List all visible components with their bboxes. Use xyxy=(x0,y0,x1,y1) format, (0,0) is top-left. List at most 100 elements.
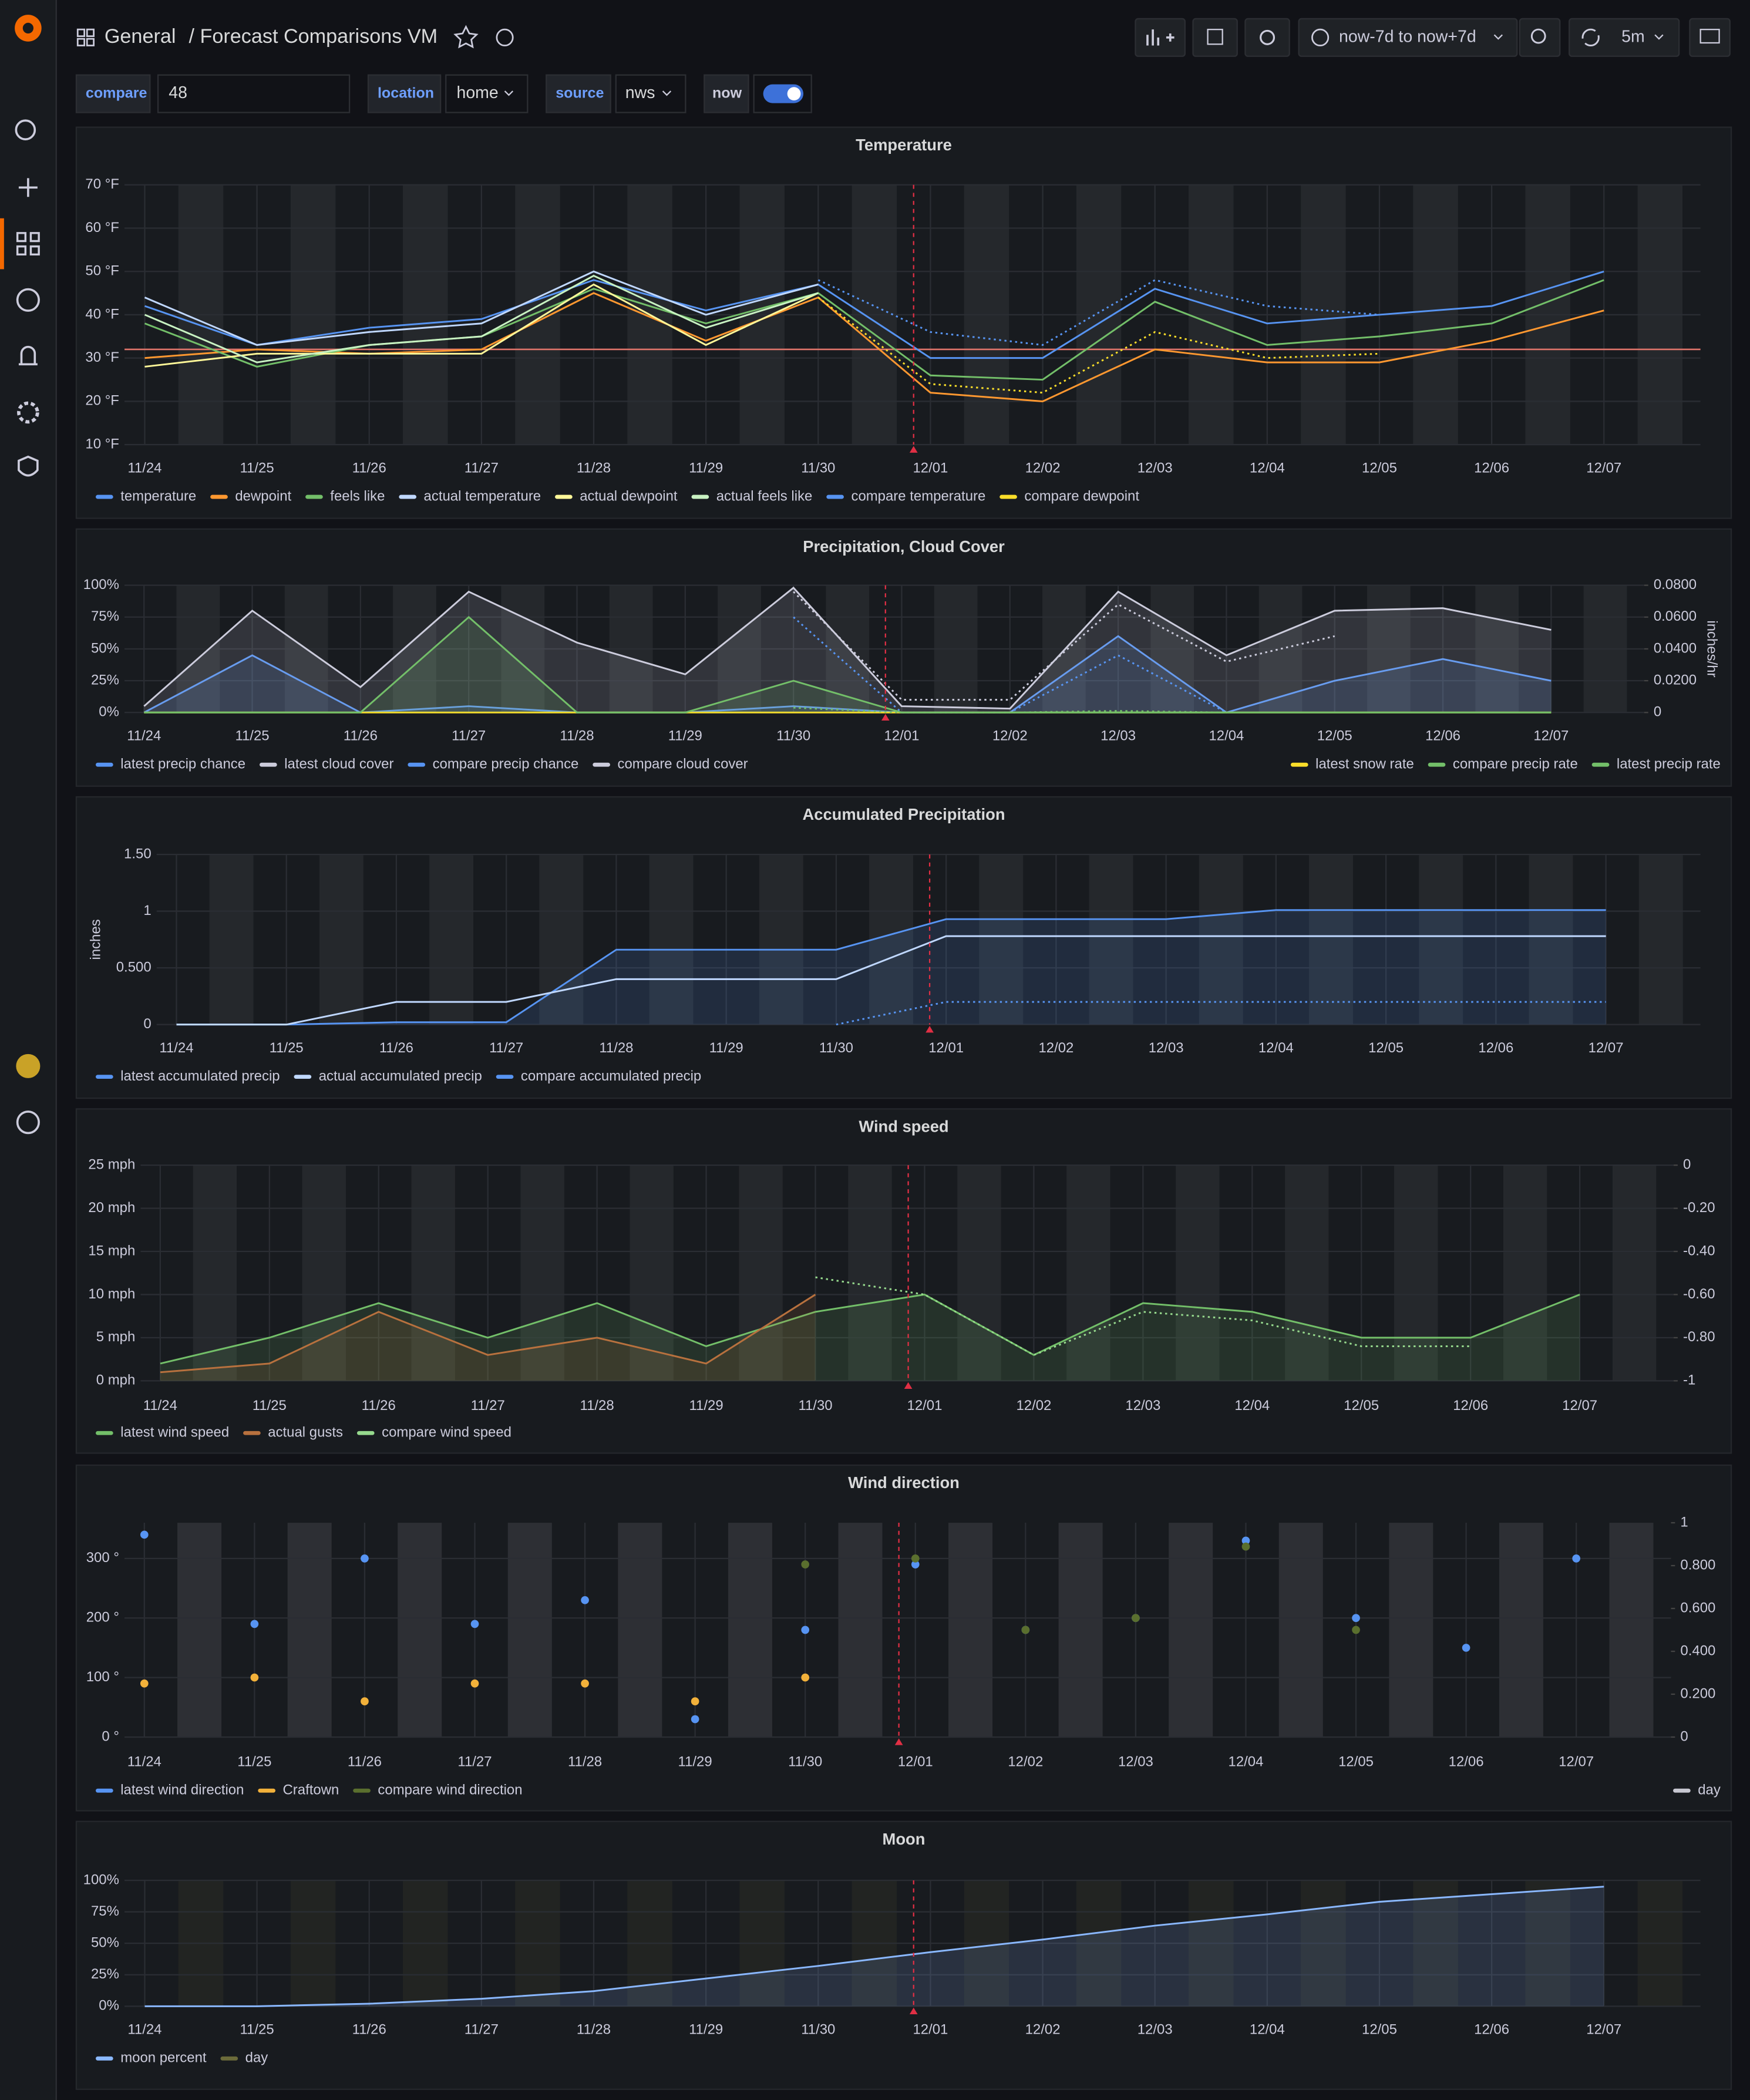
refresh-picker[interactable] xyxy=(1569,18,1680,57)
legend-label: compare temperature xyxy=(851,488,985,504)
y-tick-label: 10 mph xyxy=(88,1286,135,1302)
x-tick-label: 11/26 xyxy=(348,1754,382,1770)
x-tick-label: 11/30 xyxy=(788,1754,822,1770)
series-area xyxy=(144,1886,1604,2007)
y-tick-label: 30 °F xyxy=(85,349,119,365)
y2-tick-label: -0.60 xyxy=(1683,1286,1715,1302)
legend-label: latest snow rate xyxy=(1315,756,1414,772)
point xyxy=(581,1679,589,1688)
save-button[interactable] xyxy=(1192,18,1238,57)
point xyxy=(1241,1542,1250,1551)
now-marker-arrow xyxy=(926,1025,934,1033)
x-tick-label: 11/27 xyxy=(465,460,499,476)
x-tick-label: 12/03 xyxy=(1118,1754,1153,1770)
dashboard-title: / Forecast Comparisons VM xyxy=(189,25,438,48)
help-icon[interactable] xyxy=(16,1110,40,1135)
explore-icon[interactable] xyxy=(16,288,40,312)
x-tick-label: 11/25 xyxy=(237,1754,271,1770)
day-band xyxy=(1499,1523,1543,1737)
zoom-icon xyxy=(1530,28,1546,44)
variable-input[interactable] xyxy=(157,74,351,113)
day-band xyxy=(1612,1165,1657,1381)
day-band xyxy=(209,854,254,1025)
star-icon[interactable] xyxy=(453,25,479,49)
day-band xyxy=(1389,1523,1433,1737)
variable-select[interactable] xyxy=(615,74,686,113)
gear-icon xyxy=(1260,29,1276,45)
time-picker[interactable] xyxy=(1298,18,1518,57)
x-tick-label: 12/01 xyxy=(884,728,920,744)
panel-title: Accumulated Precipitation xyxy=(802,805,1005,823)
now-marker-arrow xyxy=(894,1738,903,1745)
kiosk-button[interactable] xyxy=(1689,18,1731,57)
day-band xyxy=(1058,1523,1103,1737)
chevron xyxy=(1493,34,1503,40)
y-tick-label: 40 °F xyxy=(85,306,119,322)
series-line xyxy=(817,297,1379,394)
x-tick-label: 11/28 xyxy=(580,1398,614,1414)
point xyxy=(361,1554,369,1563)
point xyxy=(1241,1536,1250,1545)
x-tick-label: 11/25 xyxy=(253,1398,287,1414)
legend-label: latest accumulated precip xyxy=(120,1068,280,1084)
panel-frame xyxy=(75,1464,1732,1812)
x-tick-label: 12/07 xyxy=(1559,1754,1594,1770)
x-tick-label: 11/30 xyxy=(798,1398,832,1414)
x-tick-label: 11/26 xyxy=(344,728,378,744)
legend-label: day xyxy=(245,2050,268,2066)
day-band xyxy=(957,1165,1001,1381)
legend-label: feels like xyxy=(330,488,385,504)
x-tick-label: 12/03 xyxy=(1125,1398,1160,1414)
settings-button[interactable] xyxy=(1244,18,1290,57)
x-tick-label: 12/01 xyxy=(898,1754,933,1770)
day-band xyxy=(319,854,364,1025)
x-tick-label: 12/06 xyxy=(1478,1040,1513,1056)
x-tick-label: 11/24 xyxy=(127,728,161,744)
chevron xyxy=(504,90,514,96)
x-tick-label: 11/25 xyxy=(240,460,274,476)
panel: Wind speed 0 mph 5 mph 10 mph 15 mph 20 mph 25… xyxy=(75,1108,1732,1454)
variable-label-box xyxy=(75,74,151,113)
y-tick-label: 5 mph xyxy=(96,1329,136,1345)
share-icon[interactable] xyxy=(496,28,514,46)
zoom-out-button[interactable] xyxy=(1519,18,1561,57)
variable-select[interactable] xyxy=(445,74,529,113)
alert-icon[interactable] xyxy=(18,345,38,366)
y-tick-label: 20 °F xyxy=(85,393,119,409)
x-tick-label: 11/25 xyxy=(270,1040,304,1056)
point xyxy=(911,1560,920,1569)
y-tick-label: 70 °F xyxy=(85,176,119,192)
x-tick-label: 11/26 xyxy=(352,460,386,476)
x-tick-label: 12/02 xyxy=(1025,460,1061,476)
day-band xyxy=(869,854,913,1025)
series-line xyxy=(144,615,1552,714)
y2-tick-label: 0 xyxy=(1654,704,1661,720)
legend-label: compare wind speed xyxy=(382,1425,511,1441)
y2-tick-label: -0.40 xyxy=(1683,1243,1715,1258)
legend-label: day xyxy=(1698,1782,1721,1798)
x-tick-label: 11/25 xyxy=(235,728,269,744)
y-tick-label: 200 ° xyxy=(86,1610,119,1626)
avatar[interactable] xyxy=(16,1054,41,1078)
y2-tick-label: 0.0800 xyxy=(1654,577,1697,593)
search-icon[interactable] xyxy=(15,119,36,141)
legend-label: actual temperature xyxy=(424,488,541,504)
dashboards-icon[interactable] xyxy=(16,232,40,256)
add-panel-button[interactable] xyxy=(1135,18,1186,57)
point xyxy=(1021,1626,1030,1634)
settings-icon[interactable] xyxy=(17,401,39,424)
x-tick-label: 12/01 xyxy=(913,460,948,476)
create-icon[interactable] xyxy=(18,178,38,197)
folder-name[interactable]: General xyxy=(105,25,176,48)
series-area xyxy=(160,1294,1580,1381)
x-tick-label: 11/29 xyxy=(709,1040,743,1056)
shield-icon[interactable] xyxy=(18,455,39,477)
y-tick-label: 0 mph xyxy=(96,1372,136,1388)
series-line xyxy=(144,1886,1604,2007)
clock-icon xyxy=(1311,28,1330,46)
y-tick-label: 0% xyxy=(99,704,119,720)
day-band xyxy=(429,854,474,1025)
series-line xyxy=(176,935,1606,1026)
y-tick-label: 100% xyxy=(83,577,119,593)
point xyxy=(1132,1614,1140,1623)
